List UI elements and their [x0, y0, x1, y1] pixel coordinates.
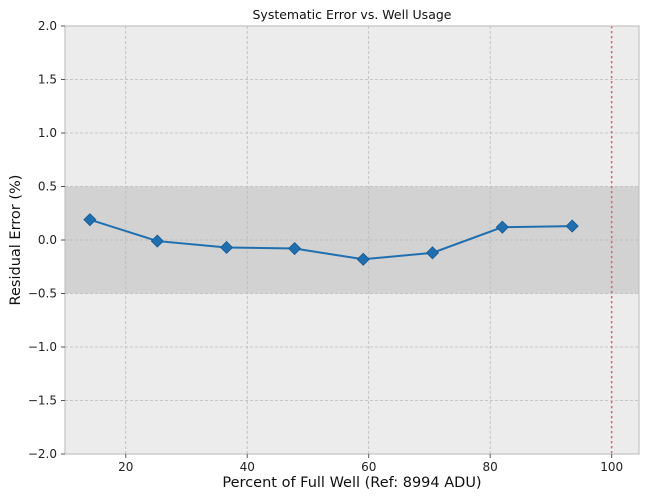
y-tick-label: −1.5	[28, 394, 57, 408]
data-point-marker	[288, 241, 302, 256]
data-point-marker	[425, 246, 440, 260]
y-tick-label: −0.5	[28, 287, 57, 301]
axis-ticks: 20 40 60 80 100 −2.0 −1.5 −1.0 −0.5 0.0 0.5 1.0 1.5 2…	[28, 19, 623, 474]
y-tick-label: 0.0	[38, 233, 57, 247]
data-point-marker	[495, 220, 509, 234]
y-tick-label: −2.0	[28, 447, 57, 461]
y-axis-label: Residual Error (%)	[8, 175, 24, 306]
y-tick-label: −1.0	[28, 340, 57, 354]
y-tick-label: 2.0	[38, 19, 57, 33]
x-tick-label: 100	[600, 460, 623, 474]
data-point-marker	[220, 240, 234, 255]
x-tick-label: 40	[240, 460, 255, 474]
chart-title: Systematic Error vs. Well Usage	[253, 7, 452, 22]
data-point-marker	[150, 234, 164, 248]
series-markers	[83, 213, 579, 266]
x-tick-label: 80	[483, 460, 498, 474]
data-point-marker	[565, 219, 579, 233]
x-tick-label: 20	[118, 460, 133, 474]
data-point-marker	[83, 213, 97, 227]
y-tick-label: 0.5	[38, 180, 57, 194]
y-tick-label: 1.5	[38, 73, 57, 87]
series-line	[89, 218, 573, 261]
data-point-marker	[356, 252, 370, 266]
x-tick-label: 60	[361, 460, 376, 474]
x-axis-label: Percent of Full Well (Ref: 8994 ADU)	[222, 475, 481, 491]
y-tick-label: 1.0	[38, 126, 57, 140]
